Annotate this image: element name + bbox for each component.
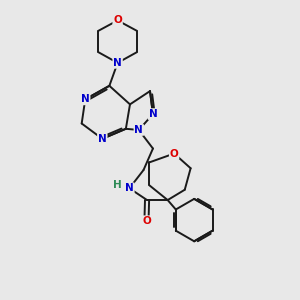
Text: O: O: [170, 148, 178, 158]
Text: N: N: [134, 125, 143, 135]
Text: N: N: [113, 58, 122, 68]
Text: N: N: [98, 134, 107, 144]
Text: N: N: [81, 94, 90, 104]
Text: H: H: [112, 180, 122, 190]
Text: N: N: [148, 109, 157, 119]
Text: N: N: [125, 183, 134, 193]
Text: O: O: [113, 15, 122, 26]
Text: O: O: [142, 216, 151, 226]
